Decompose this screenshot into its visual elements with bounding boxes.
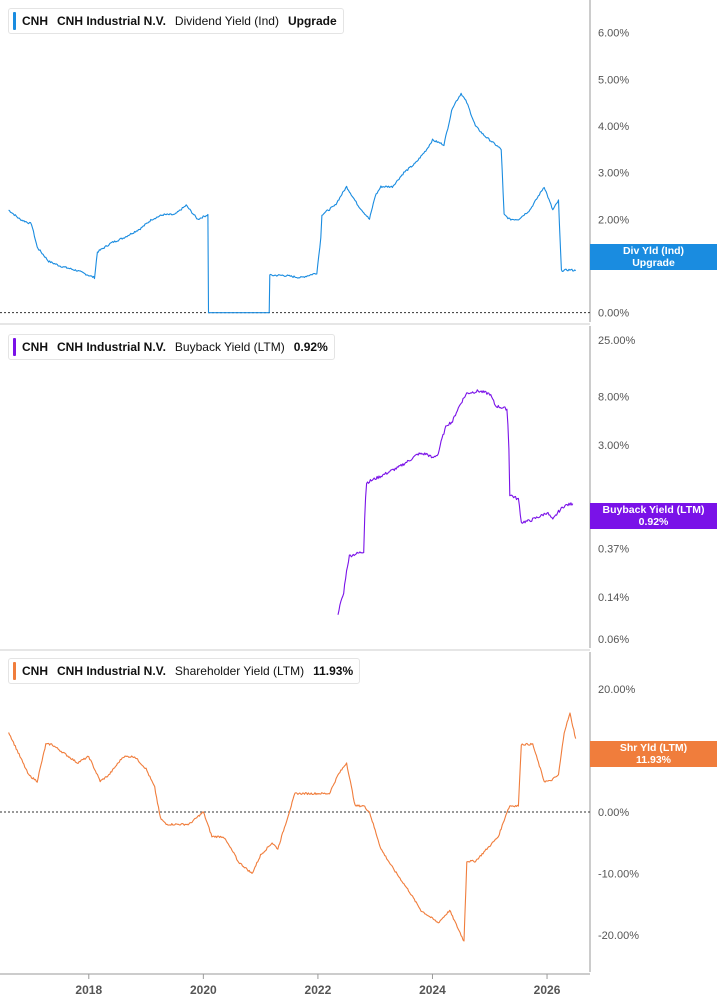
y-tick-label: 3.00% [598, 168, 629, 180]
metric-value: 11.93% [313, 664, 354, 678]
series-line-dividend-yield [8, 92, 577, 314]
series-color-swatch [13, 12, 16, 30]
series-color-swatch [13, 338, 16, 356]
x-tick-label: 2020 [190, 983, 217, 997]
y-tick-label: 20.00% [598, 684, 636, 696]
y-tick-label: 0.37% [598, 544, 629, 556]
value-flag-buyback: Buyback Yield (LTM) 0.92% [590, 503, 717, 529]
metric-value[interactable]: Upgrade [287, 14, 337, 28]
y-tick-label: 0.06% [598, 634, 629, 646]
x-tick-label: 2022 [305, 983, 332, 997]
ticker-label: CNH [22, 340, 48, 354]
panel-header-dividend[interactable]: CNH CNH Industrial N.V. Dividend Yield (… [8, 8, 344, 34]
x-tick-label: 2026 [534, 983, 561, 997]
company-name: CNH Industrial N.V. [57, 340, 166, 354]
flag-label: Shr Yld (LTM) [619, 742, 688, 754]
y-tick-label: 6.00% [598, 28, 629, 40]
x-tick-label: 2018 [75, 983, 102, 997]
value-flag-dividend: Div Yld (Ind) Upgrade [590, 244, 717, 270]
flag-value: 0.92% [638, 516, 669, 528]
flag-label: Div Yld (Ind) [622, 245, 685, 257]
y-tick-label: -20.00% [598, 930, 639, 942]
metric-name: Shareholder Yield (LTM) [174, 664, 305, 678]
company-name: CNH Industrial N.V. [57, 664, 166, 678]
company-name: CNH Industrial N.V. [57, 14, 166, 28]
series-color-swatch [13, 662, 16, 680]
panel-header-shareholder[interactable]: CNH CNH Industrial N.V. Shareholder Yiel… [8, 658, 361, 684]
panel-header-buyback[interactable]: CNH CNH Industrial N.V. Buyback Yield (L… [8, 334, 335, 360]
y-tick-label: 0.14% [598, 592, 629, 604]
metric-value: 0.92% [293, 340, 328, 354]
ticker-label: CNH [22, 664, 48, 678]
flag-label: Buyback Yield (LTM) [602, 504, 705, 516]
flag-value: Upgrade [632, 257, 675, 269]
ticker-label: CNH [22, 14, 48, 28]
y-tick-label: 8.00% [598, 391, 629, 403]
metric-name: Dividend Yield (Ind) [174, 14, 279, 28]
y-tick-label: 3.00% [598, 440, 629, 452]
metric-name: Buyback Yield (LTM) [174, 340, 285, 354]
y-tick-label: 25.00% [598, 335, 636, 347]
y-tick-label: 2.00% [598, 214, 629, 226]
y-tick-label: 4.00% [598, 121, 629, 133]
series-line-buyback-yield [337, 389, 574, 615]
series-line-shareholder-yield [8, 712, 577, 942]
y-tick-label: -10.00% [598, 869, 639, 881]
y-tick-label: 5.00% [598, 74, 629, 86]
y-tick-label: 0.00% [598, 308, 629, 320]
flag-value: 11.93% [635, 754, 672, 766]
value-flag-shareholder: Shr Yld (LTM) 11.93% [590, 741, 717, 767]
x-tick-label: 2024 [419, 983, 446, 997]
y-tick-label: 0.00% [598, 807, 629, 819]
